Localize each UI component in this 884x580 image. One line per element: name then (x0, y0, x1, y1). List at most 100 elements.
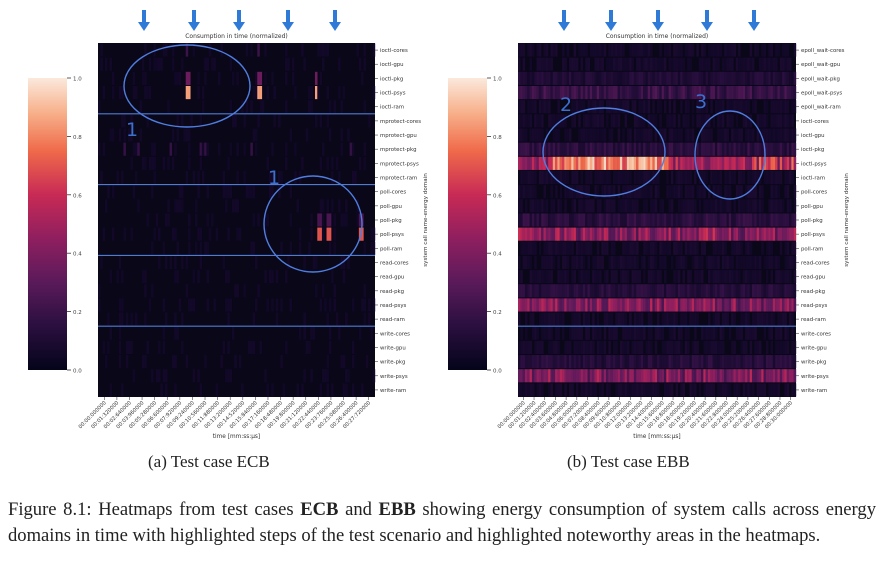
heatmap-cell (536, 270, 540, 284)
row-label: write-psys (380, 374, 408, 380)
heatmap-cell (777, 312, 780, 326)
heatmap-cell (596, 185, 600, 199)
heatmap-cell (606, 312, 609, 326)
heatmap-cell (661, 340, 665, 355)
heatmap-cell (636, 383, 639, 397)
heatmap-cell (531, 383, 535, 397)
heatmap-cell (636, 270, 639, 284)
heatmap-cell (738, 85, 741, 100)
heatmap-cell (538, 85, 542, 100)
heatmap-cell (654, 241, 658, 255)
arrow-shaft (192, 10, 196, 23)
heatmap-cell (568, 355, 572, 369)
heatmap-cell (275, 312, 279, 326)
heatmap-cell (599, 383, 602, 397)
heatmap-cell (617, 142, 621, 156)
heatmap-cell (724, 185, 727, 199)
heatmap-cell (684, 170, 688, 185)
heatmap-cell (298, 227, 302, 241)
heatmap-cell (550, 185, 553, 199)
heatmap-cell (650, 298, 653, 312)
heatmap-cell (696, 142, 699, 156)
heatmap-cell (204, 142, 207, 156)
heatmap-cell (749, 383, 753, 397)
heatmap-cell (668, 199, 672, 213)
heatmap-cell (726, 185, 730, 199)
heatmap-cell (749, 298, 753, 312)
heatmap-cell (740, 255, 743, 270)
heatmap-cell (543, 255, 546, 270)
colorbar-tick-label: 0.0 (73, 369, 82, 375)
heatmap-cell (571, 185, 574, 199)
heatmap-cell (738, 128, 741, 142)
heatmap-cell (585, 71, 588, 85)
heatmap-cell (578, 100, 581, 114)
heatmap-cell (227, 156, 230, 170)
heatmap-cell (580, 326, 584, 340)
heatmap-cell (784, 185, 787, 199)
heatmap-cell (557, 142, 560, 156)
heatmap-cell (587, 128, 591, 142)
heatmap-cell (529, 383, 533, 397)
heatmap-cell (645, 71, 648, 85)
heatmap-cell (116, 270, 119, 284)
heatmap-cell (643, 185, 646, 199)
heatmap-cell (289, 185, 293, 199)
heatmap-cell (543, 270, 546, 284)
heatmap-cell (557, 298, 560, 312)
heatmap-cell (733, 270, 736, 284)
arrow-head (282, 22, 294, 31)
heatmap-cell (738, 185, 741, 199)
heatmap-cell (296, 383, 300, 397)
heatmap-cell (691, 355, 695, 369)
heatmap-cell (735, 100, 739, 114)
heatmap-cell (578, 128, 581, 142)
heatmap-cell (321, 142, 325, 156)
heatmap-cell (624, 114, 628, 128)
heatmap-cell (768, 170, 771, 185)
heatmap-cell (779, 128, 783, 142)
heatmap-cell (629, 170, 632, 185)
heatmap-cell (758, 185, 762, 199)
heatmap-cell (689, 156, 692, 170)
heatmap-cell (710, 43, 713, 57)
heatmap-cell (777, 100, 780, 114)
heatmap-cell (536, 298, 540, 312)
heatmap-cell (606, 100, 609, 114)
heatmap-cell (580, 185, 584, 199)
row-label: ioctl-ram (380, 105, 404, 111)
row-label: ioctl-gpu (801, 133, 825, 139)
heatmap-cell (633, 312, 637, 326)
heatmap-cell (689, 85, 692, 100)
heatmap-cell (784, 156, 787, 170)
heatmap-cell (638, 312, 641, 326)
heatmap-cell (596, 43, 600, 57)
heatmap-cell (724, 355, 727, 369)
row-label: poll-ram (380, 246, 402, 252)
heatmap-cell (696, 270, 699, 284)
heatmap-cell (728, 170, 732, 185)
heatmap-cell (659, 156, 662, 170)
heatmap-cell (615, 369, 618, 383)
heatmap-cell (522, 142, 526, 156)
heatmap-cell (612, 100, 616, 114)
heatmap-cell (749, 85, 753, 100)
heatmap-cell (726, 128, 730, 142)
heatmap-cell (543, 355, 546, 369)
heatmap-cell (721, 270, 725, 284)
heatmap-cell (643, 355, 646, 369)
heatmap-cell (751, 369, 755, 383)
heatmap-cell (659, 255, 662, 270)
heatmap-cell (531, 270, 535, 284)
heatmap-cell (617, 199, 621, 213)
heatmap-cell (524, 142, 528, 156)
heatmap-cell (250, 185, 253, 199)
heatmap-cell (721, 369, 725, 383)
heatmap-cell (603, 199, 607, 213)
heatmap-cell (633, 170, 637, 185)
heatmap-cell (527, 170, 530, 185)
heatmap-cell (650, 284, 653, 298)
heatmap-cell (580, 213, 584, 227)
heatmap-cell (324, 43, 327, 57)
heatmap-cell (524, 213, 528, 227)
